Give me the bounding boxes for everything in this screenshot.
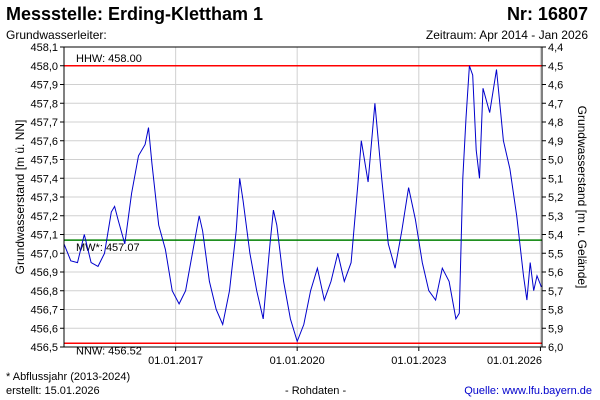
y2-tick-label: 5,8: [548, 305, 563, 317]
y2-tick-label: 4,8: [548, 117, 563, 129]
y-tick-label: 457,0: [30, 248, 58, 260]
y2-tick-label: 5,0: [548, 155, 563, 167]
y2-tick-label: 5,4: [548, 230, 563, 242]
y-tick-label: 457,2: [30, 211, 58, 223]
y-tick-label: 457,5: [30, 155, 58, 167]
y-axis-label-left: Grundwasserstand [m ü. NN]: [13, 120, 27, 275]
y-tick-label: 456,9: [30, 267, 58, 279]
y2-tick-label: 6,0: [548, 342, 563, 354]
raw-data-note: - Rohdaten -: [285, 385, 347, 397]
y-tick-label: 456,5: [30, 342, 58, 354]
source-link[interactable]: Quelle: www.lfu.bayern.de: [464, 385, 592, 397]
y-tick-label: 457,1: [30, 230, 58, 242]
footnote: * Abflussjahr (2013-2024): [6, 371, 131, 383]
y2-tick-label: 4,9: [548, 136, 563, 148]
station-title: Messstelle: Erding-Klettham 1: [6, 4, 264, 24]
y2-tick-label: 5,9: [548, 323, 563, 335]
y-tick-label: 457,9: [30, 80, 58, 92]
y-tick-label: 457,6: [30, 136, 58, 148]
station-number: Nr: 16807: [506, 4, 588, 24]
y-tick-label: 457,7: [30, 117, 58, 129]
x-tick-label: 01.01.2020: [270, 355, 325, 367]
reference-label: NNW: 456.52: [76, 345, 142, 357]
reference-label: MW*: 457.07: [76, 242, 140, 254]
reference-label: HHW: 458.00: [76, 53, 142, 65]
y2-tick-label: 5,2: [548, 192, 563, 204]
x-tick-label: 01.01.2026: [487, 355, 542, 367]
y2-tick-label: 5,6: [548, 267, 563, 279]
period-label: Zeitraum: Apr 2014 - Jan 2026: [425, 28, 588, 42]
y2-tick-label: 4,4: [548, 42, 563, 54]
y-tick-label: 457,4: [30, 173, 58, 185]
y-tick-label: 456,8: [30, 286, 58, 298]
created-date: erstellt: 15.01.2026: [6, 385, 100, 397]
y-tick-label: 458,1: [30, 42, 58, 54]
x-tick-label: 01.01.2017: [148, 355, 203, 367]
reference-lines: HHW: 458.00 MW*: 457.07 NNW: 456.52: [64, 53, 542, 357]
series-line: [63, 65, 542, 343]
y2-tick-label: 5,7: [548, 286, 563, 298]
y-tick-label: 457,8: [30, 98, 58, 110]
y2-tick-label: 4,7: [548, 98, 563, 110]
y2-tick-label: 4,6: [548, 80, 563, 92]
y-tick-label: 456,7: [30, 305, 58, 317]
y-tick-label: 457,3: [30, 192, 58, 204]
y-axis-label-right: Grundwasserstand [m u. Gelände]: [575, 106, 589, 289]
ticks: 458,1 4,4 458,0 4,5 457,9 4,6 457,8 4,7 457,7 4,8…: [30, 42, 563, 367]
grid: [64, 46, 542, 348]
y2-tick-label: 4,5: [548, 61, 563, 73]
y2-tick-label: 5,3: [548, 211, 563, 223]
y2-tick-label: 5,1: [548, 173, 563, 185]
aquifer-label: Grundwasserleiter:: [6, 28, 107, 42]
y-tick-label: 458,0: [30, 61, 58, 73]
y2-tick-label: 5,5: [548, 248, 563, 260]
x-tick-label: 01.01.2023: [391, 355, 446, 367]
y-tick-label: 456,6: [30, 323, 58, 335]
